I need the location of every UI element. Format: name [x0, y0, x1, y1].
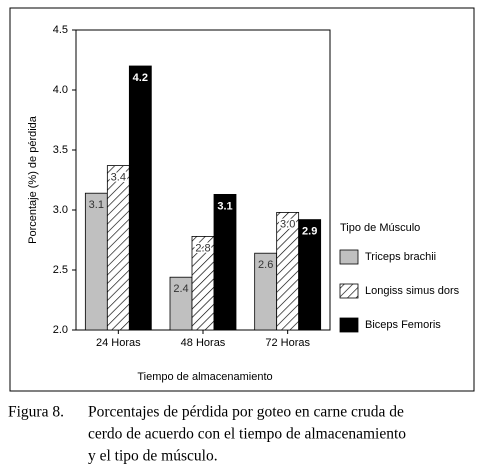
value-label: 4.2 [133, 72, 148, 84]
value-label: 2.4 [173, 283, 188, 295]
value-label: 3.1 [217, 200, 232, 212]
legend-title: Tipo de Músculo [340, 222, 420, 234]
y-axis-title: Porcentaje (%) de pérdida [27, 115, 39, 244]
y-tick-label: 2.5 [53, 264, 68, 276]
caption-line: Porcentajes de pérdida por goteo en carn… [88, 404, 404, 421]
y-tick-label: 2.0 [53, 324, 68, 336]
x-tick-label: 72 Horas [265, 337, 310, 349]
y-tick-label: 4.5 [53, 24, 68, 36]
value-label: 2.9 [302, 226, 317, 238]
bar [213, 193, 237, 331]
x-axis-title: Tiempo de almacenamiento [137, 371, 272, 383]
legend-swatch [339, 317, 359, 333]
x-tick-label: 24 Horas [96, 337, 141, 349]
y-tick-label: 4.0 [53, 84, 68, 96]
bar [106, 165, 130, 331]
caption-line: cerdo de acuerdo con el tiempo de almace… [88, 426, 406, 443]
value-label: 2.6 [258, 259, 273, 271]
value-label: 2.8 [195, 242, 210, 254]
bar [298, 219, 322, 331]
legend-swatch [339, 283, 359, 299]
legend-label: Triceps brachii [365, 251, 436, 263]
legend-label: Biceps Femoris [365, 319, 441, 331]
x-tick-label: 48 Horas [181, 337, 226, 349]
y-tick-label: 3.5 [53, 144, 68, 156]
value-label: 3.1 [89, 199, 104, 211]
bar [84, 192, 108, 331]
value-label: 3.0 [280, 218, 295, 230]
caption-line: y el tipo de músculo. [88, 448, 218, 465]
y-tick-label: 3.0 [53, 204, 68, 216]
legend-swatch [339, 249, 359, 265]
legend-label: Longiss simus dors [365, 285, 460, 297]
value-label: 3.4 [111, 172, 126, 184]
caption-label: Figura 8. [8, 404, 64, 421]
bar [128, 65, 152, 331]
chart-frame [9, 7, 475, 392]
